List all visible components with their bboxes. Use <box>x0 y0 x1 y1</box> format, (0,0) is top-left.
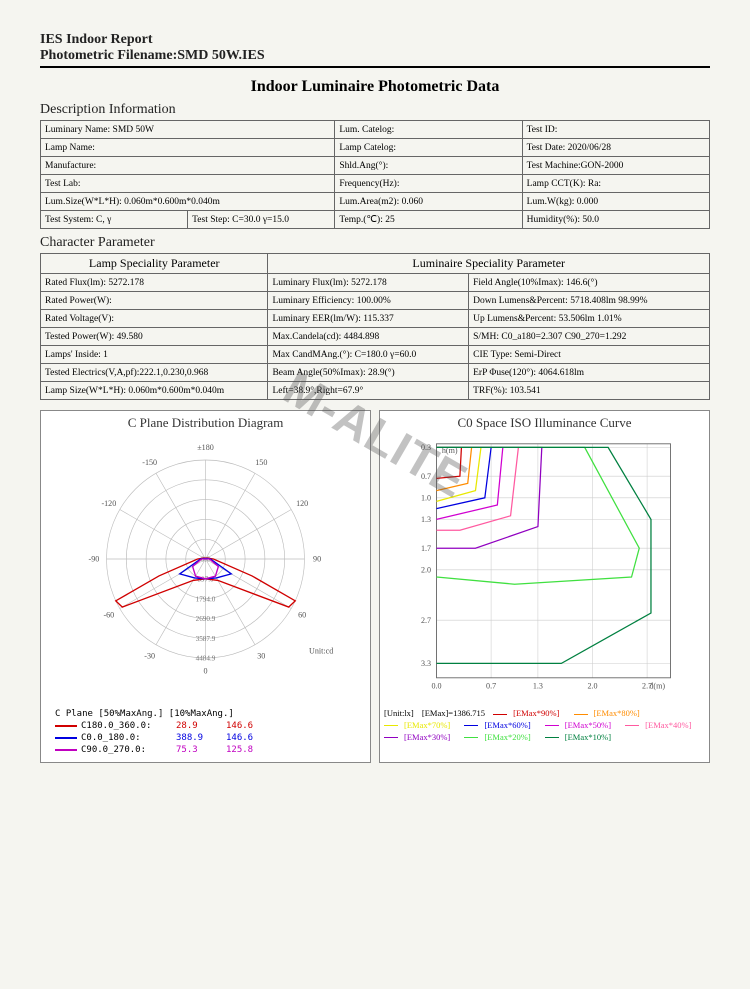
desc-cell: Lum.Area(m2): 0.060 <box>335 193 522 211</box>
desc-cell: Test Machine:GON-2000 <box>522 157 709 175</box>
svg-text:1.7: 1.7 <box>421 544 431 553</box>
svg-text:0: 0 <box>203 666 207 675</box>
header-line-1: IES Indoor Report <box>40 32 710 48</box>
svg-text:-120: -120 <box>101 499 116 508</box>
desc-cell: Test System: C, γ <box>41 211 188 229</box>
iso-legend: [Unit:lx] [EMax]=1386.715 [EMax*90%] [EM… <box>380 706 709 746</box>
svg-text:Unit:cd: Unit:cd <box>309 647 333 656</box>
char-cell: Left=38.9°,Right=67.9° <box>268 382 469 400</box>
svg-text:-60: -60 <box>103 611 114 620</box>
char-cell: CIE Type: Semi-Direct <box>469 346 710 364</box>
svg-text:1794.0: 1794.0 <box>196 595 216 603</box>
desc-cell: Lum. Catelog: <box>335 121 522 139</box>
svg-text:d(m): d(m) <box>649 682 665 691</box>
char-cell: Rated Voltage(V): <box>41 310 268 328</box>
svg-text:0.0: 0.0 <box>431 682 441 691</box>
iso-chart: C0 Space ISO Illuminance Curve 0.0 0.7 1.3… <box>379 410 710 763</box>
char-head-lamp: Lamp Speciality Parameter <box>41 254 268 274</box>
char-cell: Beam Angle(50%Imax): 28.9(°) <box>268 364 469 382</box>
desc-cell: Humidity(%): 50.0 <box>522 211 709 229</box>
polar-chart: C Plane Distribution Diagram ±180 -150 -12… <box>40 410 371 763</box>
svg-text:-30: -30 <box>144 651 155 660</box>
svg-text:2.0: 2.0 <box>587 682 597 691</box>
svg-text:2.7: 2.7 <box>421 616 431 625</box>
polar-svg: ±180-150-120-90-60-3003060901201500.0897… <box>41 433 370 703</box>
svg-text:1.0: 1.0 <box>421 494 431 503</box>
desc-cell: Lamp Name: <box>41 139 335 157</box>
char-cell: S/MH: C0_a180=2.307 C90_270=1.292 <box>469 328 710 346</box>
svg-text:0.7: 0.7 <box>421 472 431 481</box>
polar-legend-row: C180.0_360.0:28.9146.6 <box>49 720 362 732</box>
svg-text:0.0: 0.0 <box>201 556 210 564</box>
svg-text:±180: ±180 <box>197 443 214 452</box>
desc-cell: Frequency(Hz): <box>335 175 522 193</box>
charts-area: C Plane Distribution Diagram ±180 -150 -12… <box>40 410 710 763</box>
svg-text:3587.9: 3587.9 <box>196 635 216 643</box>
svg-text:0.3: 0.3 <box>421 443 431 452</box>
character-table: Lamp Speciality Parameter Luminaire Spec… <box>40 253 710 400</box>
report-header: IES Indoor Report Photometric Filename:S… <box>40 32 710 68</box>
char-cell: Field Angle(10%Imax): 146.6(°) <box>469 274 710 292</box>
desc-cell: Lamp Catelog: <box>335 139 522 157</box>
polar-legend-row: C0.0_180.0:388.9146.6 <box>49 732 362 744</box>
svg-text:30: 30 <box>257 651 265 660</box>
char-cell: Max.Candela(cd): 4484.898 <box>268 328 469 346</box>
desc-cell: Test Lab: <box>41 175 335 193</box>
svg-text:0.7: 0.7 <box>486 682 496 691</box>
desc-section-title: Description Information <box>40 102 710 118</box>
desc-cell: Test Date: 2020/06/28 <box>522 139 709 157</box>
char-cell: Luminary Flux(lm): 5272.178 <box>268 274 469 292</box>
iso-title: C0 Space ISO Illuminance Curve <box>380 411 709 433</box>
polar-legend: C Plane [50%MaxAng.] [10%MaxAng.] C180.0… <box>41 706 370 762</box>
svg-text:1.3: 1.3 <box>533 682 543 691</box>
char-cell: Up Lumens&Percent: 53.506lm 1.01% <box>469 310 710 328</box>
header-line-2: Photometric Filename:SMD 50W.IES <box>40 48 710 68</box>
svg-text:-150: -150 <box>142 458 157 467</box>
char-cell: Tested Power(W): 49.580 <box>41 328 268 346</box>
desc-cell: Test Step: C=30.0 γ=15.0 <box>188 211 335 229</box>
desc-cell: Lamp CCT(K): Ra: <box>522 175 709 193</box>
svg-text:60: 60 <box>298 611 306 620</box>
svg-text:4484.9: 4484.9 <box>196 655 216 663</box>
desc-cell: Temp.(℃): 25 <box>335 211 522 229</box>
char-cell: Max CandMAng.(°): C=180.0 γ=60.0 <box>268 346 469 364</box>
svg-text:2690.9: 2690.9 <box>196 615 216 623</box>
desc-cell: Manufacture: <box>41 157 335 175</box>
desc-cell: Test ID: <box>522 121 709 139</box>
svg-text:-90: -90 <box>89 555 100 564</box>
char-cell: Rated Flux(lm): 5272.178 <box>41 274 268 292</box>
desc-cell: Lum.W(kg): 0.000 <box>522 193 709 211</box>
char-cell: Luminary EER(lm/W): 115.337 <box>268 310 469 328</box>
char-section-title: Character Parameter <box>40 235 710 251</box>
iso-svg: 0.00.71.32.02.70.30.71.01.31.72.02.73.3h… <box>380 433 709 703</box>
description-table: Luminary Name: SMD 50W Lum. Catelog: Tes… <box>40 120 710 229</box>
svg-text:150: 150 <box>255 458 267 467</box>
polar-title: C Plane Distribution Diagram <box>41 411 370 433</box>
polar-legend-header: C Plane [50%MaxAng.] [10%MaxAng.] <box>49 708 362 720</box>
char-cell: Rated Power(W): <box>41 292 268 310</box>
svg-text:2.0: 2.0 <box>421 566 431 575</box>
svg-text:120: 120 <box>296 499 308 508</box>
char-cell: Tested Electrics(V,A,pf):222.1,0.230,0.9… <box>41 364 268 382</box>
char-cell: Down Lumens&Percent: 5718.408lm 98.99% <box>469 292 710 310</box>
char-cell: TRF(%): 103.541 <box>469 382 710 400</box>
desc-cell: Luminary Name: SMD 50W <box>41 121 335 139</box>
char-cell: ErP Φuse(120°): 4064.618lm <box>469 364 710 382</box>
desc-cell: Lum.Size(W*L*H): 0.060m*0.600m*0.040m <box>41 193 335 211</box>
char-cell: Luminary Efficiency: 100.00% <box>268 292 469 310</box>
char-head-luminaire: Luminaire Speciality Parameter <box>268 254 710 274</box>
svg-text:90: 90 <box>313 555 321 564</box>
char-cell: Lamps' Inside: 1 <box>41 346 268 364</box>
polar-legend-row: C90.0_270.0:75.3125.8 <box>49 744 362 756</box>
main-title: Indoor Luminaire Photometric Data <box>40 78 710 96</box>
desc-cell: Shld.Ang(°): <box>335 157 522 175</box>
svg-text:1.3: 1.3 <box>421 515 431 524</box>
char-cell: Lamp Size(W*L*H): 0.060m*0.600m*0.040m <box>41 382 268 400</box>
svg-text:3.3: 3.3 <box>421 659 431 668</box>
